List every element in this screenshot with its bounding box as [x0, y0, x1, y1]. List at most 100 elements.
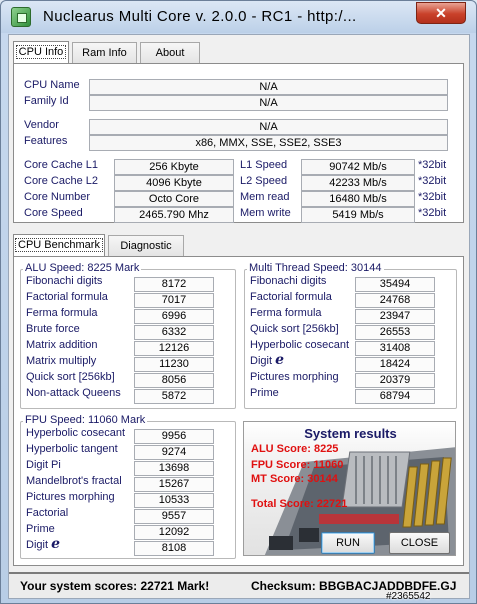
fpu-label: Hyperbolic tangent: [26, 443, 118, 455]
vendor-label: Vendor: [24, 119, 59, 131]
fpu-value: 13698: [134, 461, 214, 476]
cache-l1-field: 256 Kbyte: [114, 159, 234, 175]
mt-value: 23947: [355, 309, 435, 324]
e-symbol: e: [51, 536, 60, 552]
alu-value: 8172: [134, 277, 214, 292]
mt-value: 31408: [355, 341, 435, 356]
alu-value: 5872: [134, 389, 214, 404]
alu-label: Non-attack Queens: [26, 387, 121, 399]
features-label: Features: [24, 135, 68, 147]
alu-label: Quick sort [256kb]: [26, 371, 115, 383]
tab-diagnostic[interactable]: Diagnostic: [108, 235, 184, 257]
alu-value: 12126: [134, 341, 214, 356]
l1-speed-label: L1 Speed: [240, 159, 288, 171]
mt-value: 24768: [355, 293, 435, 308]
tab-cpu-benchmark-label: CPU Benchmark: [15, 238, 103, 252]
l1-speed-unit: *32bit: [418, 159, 447, 171]
mt-label: Hyperbolic cosecant: [250, 339, 350, 351]
mt-digit-label: Digit: [250, 355, 273, 367]
total-score: Total Score: 22721: [251, 498, 348, 510]
mem-read-label: Mem read: [240, 191, 290, 203]
motherboard-illustration: [264, 447, 455, 555]
mem-read-field: 16480 Mb/s: [301, 191, 415, 207]
cpu-info-panel: CPU Name N/A Family Id N/A Vendor N/A Fe…: [13, 63, 464, 223]
tab-ram-info[interactable]: Ram Info: [72, 42, 137, 64]
tab-about[interactable]: About: [140, 42, 200, 64]
mt-label: Ferma formula: [250, 307, 322, 319]
l1-speed-field: 90742 Mb/s: [301, 159, 415, 175]
features-field: x86, MMX, SSE, SSE2, SSE3: [89, 135, 448, 151]
tab-cpu-benchmark[interactable]: CPU Benchmark: [13, 234, 105, 257]
multi-thread-title: Multi Thread Speed: 30144: [247, 262, 384, 274]
fpu-value: 8108: [134, 541, 214, 556]
mt-label: Fibonachi digits: [250, 275, 327, 287]
system-scores-text: Your system scores: 22721 Mark!: [20, 579, 210, 593]
core-number-field: Octo Core: [114, 191, 234, 207]
l2-speed-label: L2 Speed: [240, 175, 288, 187]
mt-value: 26553: [355, 325, 435, 340]
mt-value: 35494: [355, 277, 435, 292]
client-area: CPU Info Ram Info About CPU Name N/A Fam…: [8, 34, 470, 599]
vendor-field: N/A: [89, 119, 448, 135]
mt-value: 18424: [355, 357, 435, 372]
fpu-label: Prime: [26, 523, 55, 535]
alu-value: 6332: [134, 325, 214, 340]
fpu-digit-label: Digit: [26, 539, 49, 551]
mem-write-field: 5419 Mb/s: [301, 207, 415, 223]
e-symbol: e: [275, 352, 284, 368]
family-id-label: Family Id: [24, 95, 69, 107]
close-icon[interactable]: ✕: [416, 2, 466, 24]
cache-l1-label: Core Cache L1: [24, 159, 98, 171]
cache-l2-label: Core Cache L2: [24, 175, 98, 187]
family-id-field: N/A: [89, 95, 448, 111]
mt-value: 68794: [355, 389, 435, 404]
close-button[interactable]: CLOSE: [389, 532, 450, 554]
tab-cpu-info[interactable]: CPU Info: [13, 41, 69, 64]
status-bar: Your system scores: 22721 Mark! Checksum…: [9, 572, 469, 598]
run-button[interactable]: RUN: [321, 532, 375, 554]
fpu-value: 15267: [134, 477, 214, 492]
fpu-value: 9557: [134, 509, 214, 524]
cpu-name-label: CPU Name: [24, 79, 80, 91]
alu-score: ALU Score: 8225: [251, 443, 339, 455]
core-number-label: Core Number: [24, 191, 91, 203]
fpu-label-digit: Digit e: [26, 536, 60, 552]
alu-label: Ferma formula: [26, 307, 98, 319]
alu-label: Matrix multiply: [26, 355, 97, 367]
fpu-group: FPU Speed: 11060 Mark Hyperbolic cosecan…: [20, 414, 236, 559]
fpu-value: 9956: [134, 429, 214, 444]
alu-label: Factorial formula: [26, 291, 108, 303]
mt-score: MT Score: 30144: [251, 473, 338, 485]
alu-value: 7017: [134, 293, 214, 308]
fpu-label: Hyperbolic cosecant: [26, 427, 126, 439]
mt-value: 20379: [355, 373, 435, 388]
system-results-panel: System results ALU Score: 8225 FPU Score…: [243, 421, 456, 556]
benchmark-panel: ALU Speed: 8225 Mark Fibonachi digits 81…: [13, 256, 464, 566]
title-bar[interactable]: Nuclearus Multi Core v. 2.0.0 - RC1 - ht…: [1, 1, 476, 33]
mem-write-unit: *32bit: [418, 207, 447, 219]
cpu-name-field: N/A: [89, 79, 448, 95]
fpu-score: FPU Score: 11060: [251, 459, 344, 471]
mem-write-label: Mem write: [240, 207, 291, 219]
cache-l2-field: 4096 Kbyte: [114, 175, 234, 191]
mt-label: Prime: [250, 387, 279, 399]
fpu-value: 12092: [134, 525, 214, 540]
window-title: Nuclearus Multi Core v. 2.0.0 - RC1 - ht…: [43, 8, 357, 25]
mt-label: Pictures morphing: [250, 371, 339, 383]
tab-cpu-info-label: CPU Info: [15, 45, 67, 59]
mt-label: Quick sort [256kb]: [250, 323, 339, 335]
alu-value: 6996: [134, 309, 214, 324]
watermark-text: #2365542: [386, 591, 431, 602]
l2-speed-unit: *32bit: [418, 175, 447, 187]
multi-thread-group: Multi Thread Speed: 30144 Fibonachi digi…: [244, 262, 457, 409]
fpu-label: Factorial: [26, 507, 69, 519]
alu-label: Fibonachi digits: [26, 275, 103, 287]
fpu-label: Mandelbrot's fractal: [26, 475, 122, 487]
l2-speed-field: 42233 Mb/s: [301, 175, 415, 191]
mem-read-unit: *32bit: [418, 191, 447, 203]
checksum-text: Checksum: BBGBACJADDBDFE.GJ: [251, 579, 457, 593]
mt-label-digit: Digit e: [250, 352, 284, 368]
core-speed-label: Core Speed: [24, 207, 83, 219]
fpu-label: Pictures morphing: [26, 491, 115, 503]
